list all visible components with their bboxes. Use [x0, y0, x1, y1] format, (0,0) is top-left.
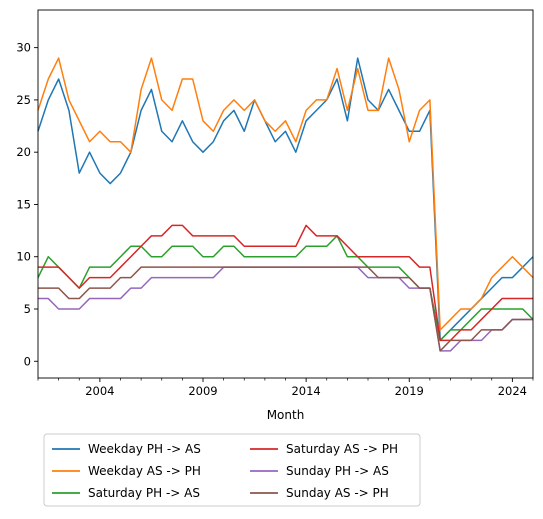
y-tick-label: 10 [16, 250, 31, 264]
series-line-6 [38, 266, 533, 352]
plot-lines [37, 57, 534, 352]
x-tick-label: 2019 [395, 384, 424, 398]
legend-label-5: Sunday PH -> AS [286, 464, 389, 478]
legend-label-4: Saturday AS -> PH [286, 442, 398, 456]
y-tick-label: 5 [24, 302, 31, 316]
series-line-2 [37, 57, 534, 331]
y-tick-label: 15 [16, 197, 31, 211]
axes-frame [37, 9, 534, 379]
y-tick-label: 20 [16, 145, 31, 159]
legend-label-2: Weekday AS -> PH [88, 464, 201, 478]
x-axis-label: Month [267, 408, 305, 422]
legend-label-6: Sunday AS -> PH [286, 486, 389, 500]
legend-label-3: Saturday PH -> AS [88, 486, 200, 500]
x-tick-label: 2024 [498, 384, 527, 398]
legend-box [43, 433, 421, 507]
x-tick-label: 2004 [85, 384, 114, 398]
series-line-5 [38, 266, 533, 352]
x-tick-label: 2009 [188, 384, 217, 398]
series-line-3 [37, 235, 534, 342]
x-axis: 2004 2009 2014 2019 2024 [37, 378, 534, 398]
series-line-4 [38, 224, 533, 342]
legend: Weekday PH -> AS Weekday AS -> PH Saturday… [43, 433, 421, 507]
y-tick-label: 30 [16, 41, 31, 55]
y-tick-label: 0 [24, 354, 31, 368]
legend-label-1: Weekday PH -> AS [88, 442, 201, 456]
y-axis: 0 5 10 15 20 25 30 [16, 41, 38, 368]
x-tick-label: 2014 [291, 384, 320, 398]
y-tick-label: 25 [16, 93, 31, 107]
